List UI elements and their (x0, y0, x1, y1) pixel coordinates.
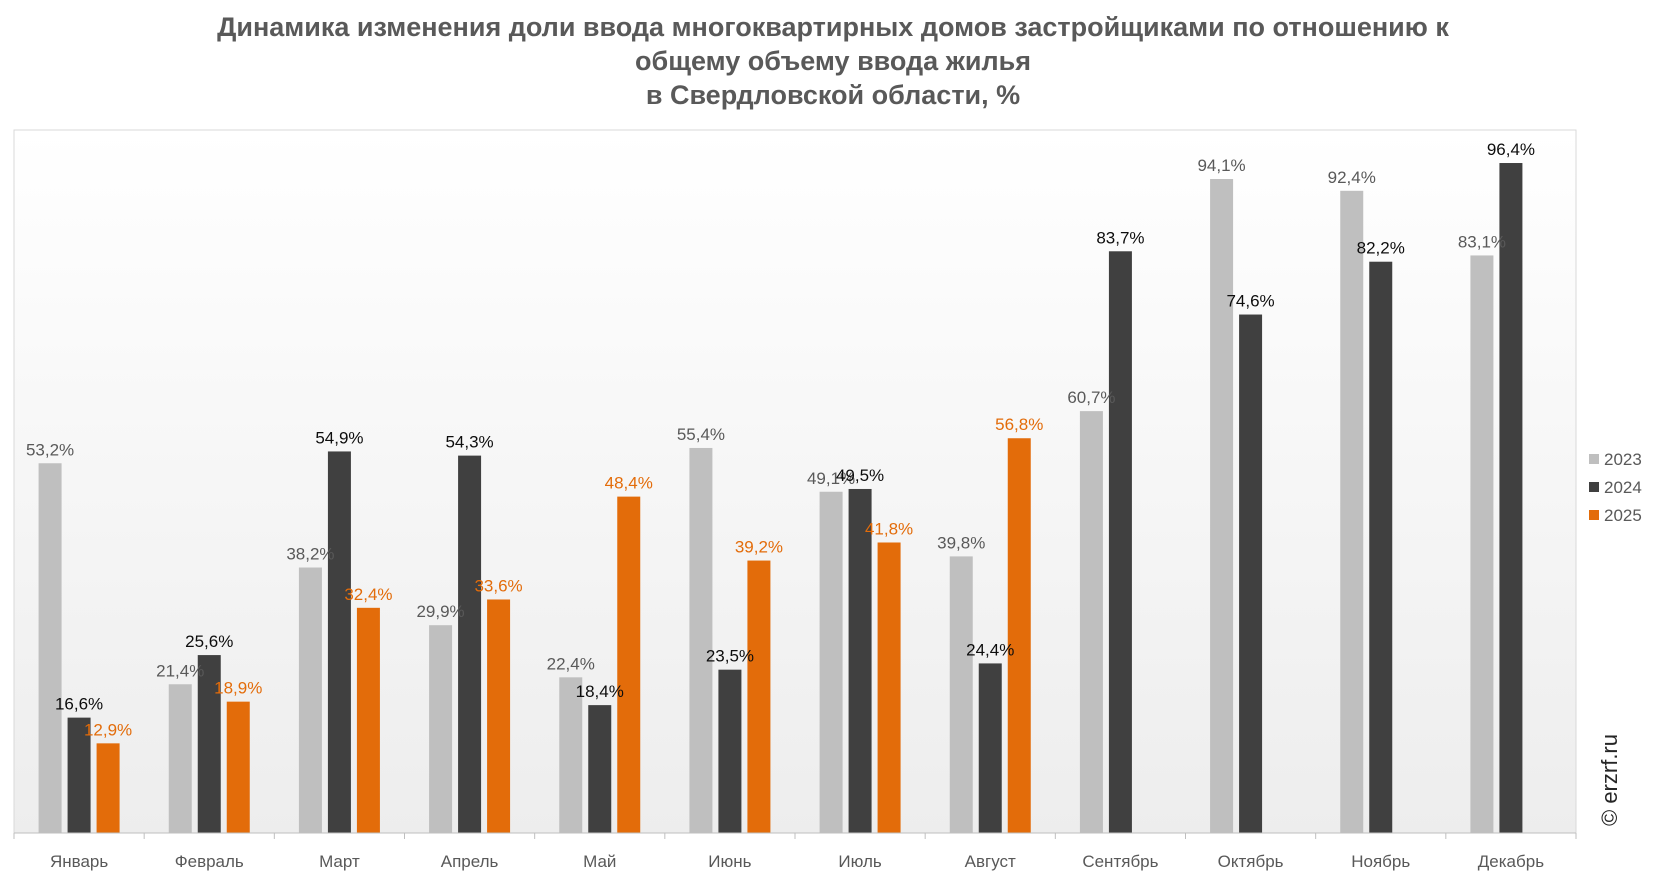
data-label-2023: 94,1% (1197, 156, 1245, 175)
bar-2024 (978, 663, 1002, 833)
chart-title: Динамика изменения доли ввода многокварт… (0, 10, 1666, 112)
bar-2025 (487, 599, 511, 833)
data-label-2024: 96,4% (1487, 140, 1535, 159)
chart-title-line-2: общему объему ввода жилья (635, 46, 1031, 76)
watermark: © erzrf.ru (1597, 734, 1622, 826)
bar-2023 (1340, 190, 1364, 833)
legend-swatch-2025 (1589, 510, 1599, 520)
bar-2023 (168, 684, 192, 833)
x-tick-label: Март (319, 852, 360, 871)
bar-2023 (819, 491, 843, 833)
x-tick-label: Май (583, 852, 616, 871)
data-label-2024: 54,9% (315, 428, 363, 447)
data-label-2023: 29,9% (416, 602, 464, 621)
chart-title-line-1: Динамика изменения доли ввода многокварт… (217, 12, 1449, 42)
bar-2025 (226, 701, 250, 833)
data-label-2024: 49,5% (836, 466, 884, 485)
bar-2023 (1470, 255, 1494, 833)
bar-2024 (1108, 251, 1132, 833)
data-label-2025: 18,9% (214, 679, 262, 698)
data-label-2023: 39,8% (937, 533, 985, 552)
data-label-2024: 16,6% (55, 695, 103, 714)
bar-2024 (1499, 163, 1523, 833)
x-tick-label: Октябрь (1218, 852, 1284, 871)
chart-title-line-3: в Свердловской области, % (645, 80, 1021, 110)
bar-2025 (96, 743, 120, 833)
x-tick-label: Август (965, 852, 1016, 871)
data-label-2024: 25,6% (185, 632, 233, 651)
data-label-2024: 82,2% (1357, 239, 1405, 258)
data-label-2025: 33,6% (474, 576, 522, 595)
data-label-2025: 12,9% (84, 720, 132, 739)
bar-2023 (429, 625, 453, 833)
bar-2023 (298, 567, 322, 833)
x-tick-label: Ноябрь (1351, 852, 1410, 871)
data-label-2025: 39,2% (735, 538, 783, 557)
bar-2024 (1239, 314, 1263, 833)
data-label-2023: 83,1% (1458, 232, 1506, 251)
data-label-2023: 22,4% (547, 654, 595, 673)
x-tick-label: Июнь (708, 852, 751, 871)
bar-2023 (1079, 411, 1103, 833)
legend-swatch-2024 (1589, 482, 1599, 492)
x-tick-label: Сентябрь (1082, 852, 1158, 871)
bar-2025 (1007, 438, 1031, 833)
data-label-2023: 49,1% (807, 469, 855, 488)
legend: 2023 2024 2025 (1589, 450, 1642, 525)
bar-2023 (38, 463, 62, 833)
x-tick-label: Апрель (441, 852, 499, 871)
x-tick-label: Июль (838, 852, 882, 871)
bar-2023 (559, 677, 583, 833)
data-label-2023: 60,7% (1067, 388, 1115, 407)
data-label-2023: 92,4% (1328, 168, 1376, 187)
data-label-2023: 55,4% (677, 425, 725, 444)
legend-label-2024: 2024 (1604, 478, 1642, 497)
bar-2023 (949, 556, 973, 833)
bar-2025 (877, 542, 901, 833)
x-tick-label: Декабрь (1478, 852, 1544, 871)
bar-2024 (588, 705, 612, 833)
bar-2024 (848, 488, 872, 833)
data-label-2023: 53,2% (26, 440, 74, 459)
bar-2024 (718, 669, 742, 833)
legend-label-2025: 2025 (1604, 506, 1642, 525)
data-label-2025: 41,8% (865, 519, 913, 538)
data-label-2024: 24,4% (966, 640, 1014, 659)
bar-2024 (458, 455, 482, 833)
plot-area (13, 129, 1577, 834)
legend-label-2023: 2023 (1604, 450, 1642, 469)
bar-2025 (747, 560, 771, 833)
bar-2025 (356, 607, 380, 833)
data-label-2024: 54,3% (445, 433, 493, 452)
x-tick-label: Январь (50, 852, 108, 871)
x-tick-label: Февраль (175, 852, 244, 871)
data-label-2024: 23,5% (706, 647, 754, 666)
data-label-2024: 18,4% (576, 682, 624, 701)
data-label-2024: 74,6% (1226, 292, 1274, 311)
data-label-2023: 38,2% (286, 545, 334, 564)
bar-2024 (197, 655, 221, 833)
bar-2023 (1210, 179, 1234, 833)
data-label-2025: 56,8% (995, 415, 1043, 434)
bar-2023 (689, 447, 713, 833)
data-label-2024: 83,7% (1096, 228, 1144, 247)
data-label-2025: 48,4% (605, 474, 653, 493)
bar-2024 (67, 717, 91, 833)
legend-swatch-2023 (1589, 454, 1599, 464)
data-label-2023: 21,4% (156, 661, 204, 680)
bar-2024 (1369, 261, 1393, 834)
bar-2024 (327, 451, 351, 833)
bar-2025 (617, 496, 641, 833)
data-label-2025: 32,4% (344, 585, 392, 604)
